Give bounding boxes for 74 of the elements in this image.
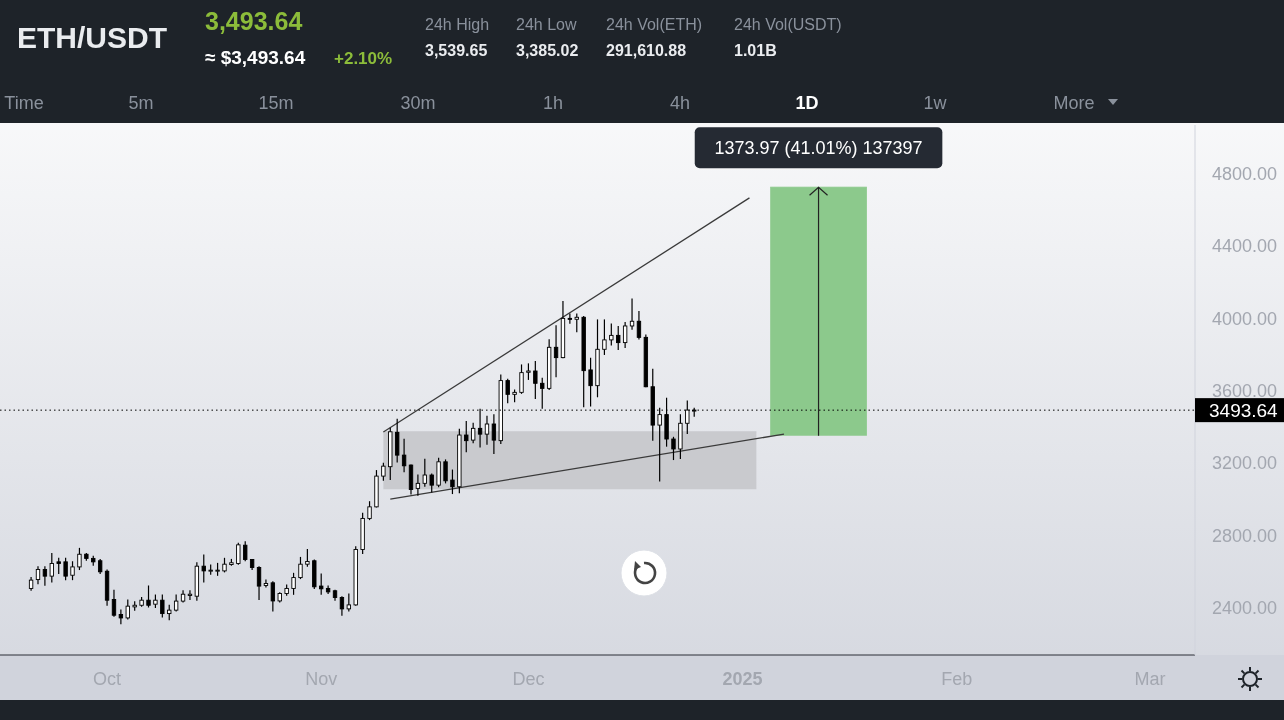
candlestick: [588, 357, 593, 407]
candlestick: [450, 469, 455, 495]
text: 15m: [258, 93, 294, 113]
text: 1D: [795, 93, 819, 113]
candlestick: [553, 325, 559, 378]
candlestick: [49, 552, 54, 583]
y-tick-label: 3600.00: [1212, 380, 1278, 401]
candlestick: [540, 377, 545, 409]
candlestick: [263, 579, 269, 588]
y-tick-label: 4800.00: [1212, 163, 1278, 184]
candlestick: [533, 361, 538, 399]
text: 1w: [923, 93, 948, 113]
candlestick: [622, 321, 628, 348]
candlestick: [609, 323, 614, 346]
candlestick: [415, 474, 421, 496]
text: 24h Vol(USDT): [734, 16, 842, 33]
candlestick: [395, 418, 400, 463]
candlestick: [77, 547, 82, 571]
candlestick: [256, 566, 262, 601]
candlestick: [602, 319, 607, 355]
text: 24h Vol(ETH): [606, 16, 703, 33]
candlestick: [491, 414, 497, 454]
candlestick: [111, 589, 117, 617]
text: ≈ $3,493.64: [205, 47, 306, 68]
candlestick: [291, 572, 296, 595]
candlestick: [118, 609, 124, 625]
candlestick: [484, 415, 490, 445]
candlestick: [146, 585, 151, 608]
y-tick-label: 4000.00: [1212, 308, 1278, 329]
candlestick: [319, 573, 324, 595]
candlestick: [443, 459, 448, 484]
text: 5m: [128, 93, 154, 113]
candlestick: [160, 594, 165, 618]
text: 30m: [400, 93, 436, 113]
candlestick: [125, 599, 130, 620]
candlestick: [436, 457, 441, 488]
candlestick: [401, 438, 407, 473]
text: 3,385.02: [516, 42, 579, 59]
candlestick: [629, 298, 635, 330]
y-tick-label: 2800.00: [1212, 525, 1278, 546]
candlestick: [298, 556, 303, 580]
y-tick-label: 2400.00: [1212, 597, 1278, 618]
text: 4h: [669, 93, 691, 113]
text: Time: [4, 93, 44, 113]
text: 3,539.65: [425, 42, 488, 59]
chart-title: ETH/USDT: [17, 21, 167, 54]
text: +2.10%: [334, 49, 393, 68]
candlestick: [243, 541, 248, 562]
y-tick-label: 3200.00: [1212, 453, 1278, 474]
candlestick: [636, 311, 642, 340]
text: 1.01B: [734, 42, 777, 59]
ref-line-label: 3493.64: [1209, 400, 1279, 422]
candlestick: [464, 421, 469, 453]
candlestick: [567, 313, 573, 324]
candlestick: [422, 458, 427, 487]
annotation: 1373.97 (41.01%) 137397: [714, 138, 923, 159]
candlestick: [236, 542, 241, 565]
candlestick: [63, 557, 68, 581]
text: 24h Low: [516, 16, 577, 33]
candlestick: [201, 554, 206, 583]
candlestick: [616, 326, 621, 350]
y-tick-label: 4400.00: [1212, 236, 1278, 257]
text: 291,610.88: [606, 42, 687, 59]
candlestick: [505, 378, 510, 404]
candlestick: [519, 364, 524, 394]
chart-subtitle: 3,493.64: [205, 7, 303, 35]
candlestick: [671, 436, 676, 461]
text: 1h: [542, 93, 564, 113]
text: 24h High: [425, 16, 490, 33]
candlestick: [470, 422, 476, 444]
candlestick: [339, 596, 345, 616]
candlestick: [270, 581, 276, 612]
candlestick: [42, 566, 48, 586]
text: More: [1053, 93, 1095, 113]
